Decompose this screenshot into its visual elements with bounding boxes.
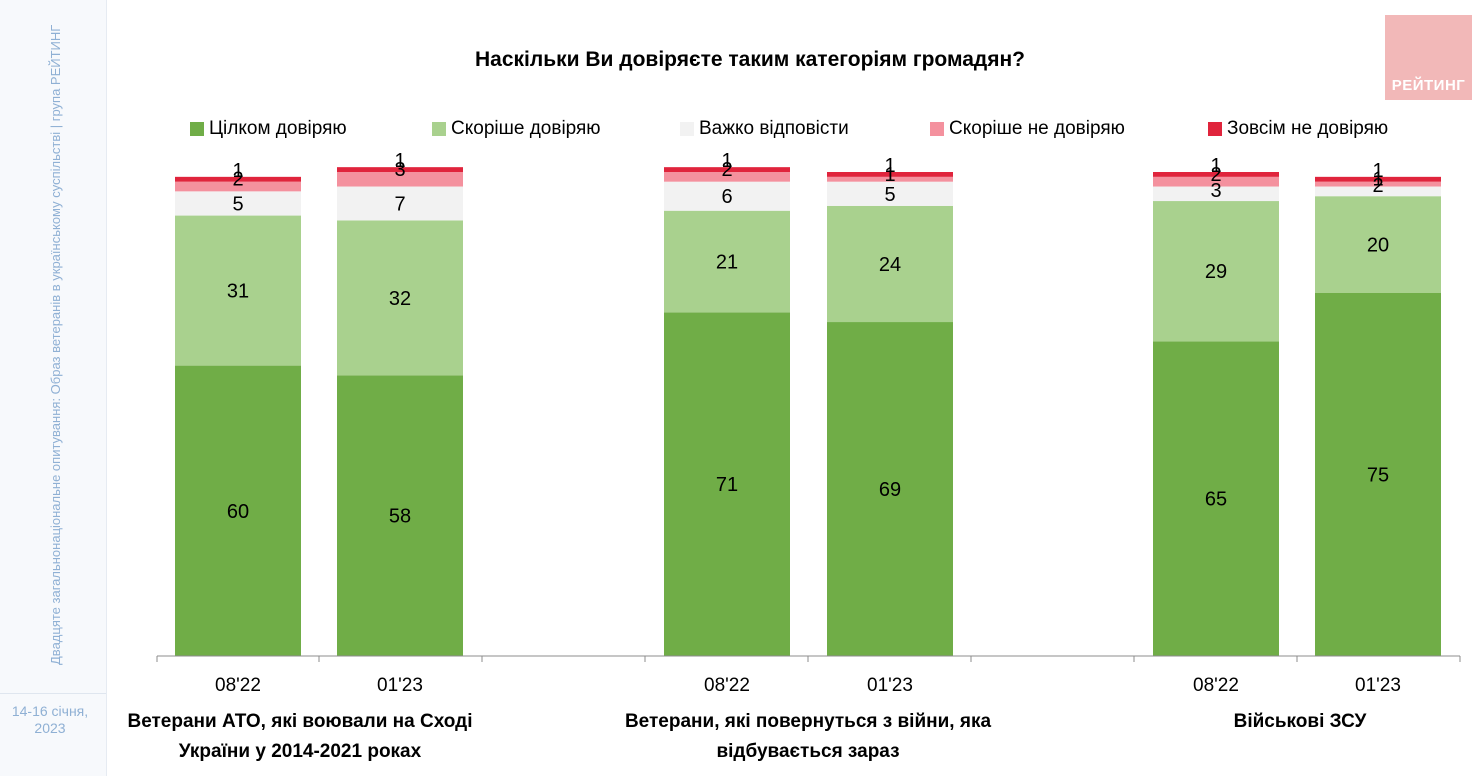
bar-segment-hard-to-say [175, 191, 301, 216]
legend-label-fully-trust: Цілком довіряю [209, 118, 347, 139]
data-label-fully-trust: 65 [1205, 489, 1227, 511]
data-label-fully-trust: 71 [716, 474, 738, 496]
data-label-not-trust-at-all: 1 [1372, 160, 1383, 182]
bar-segment-hard-to-say [664, 181, 790, 211]
legend-item-hard-to-say: Важко відповісти [680, 118, 849, 140]
data-label-fully-trust: 75 [1367, 465, 1389, 487]
bar-segment-rather-not-trust [664, 172, 790, 182]
bar-segment-hard-to-say [1315, 186, 1441, 197]
bar-segment-rather-trust [827, 205, 953, 323]
sidebar: Двадцяте загальнонаціональне опитування:… [0, 0, 107, 776]
bar-segment-hard-to-say [827, 181, 953, 206]
legend-swatch-fully-trust [190, 122, 204, 136]
bar-segment-not-trust-at-all [827, 172, 953, 177]
data-label-rather-not-trust: 2 [721, 159, 732, 181]
data-label-hard-to-say: 3 [1210, 180, 1221, 202]
chart-title: Наскільки Ви довіряєте таким категоріям … [474, 48, 1026, 71]
bar-segment-rather-trust [175, 215, 301, 366]
bar-segment-rather-not-trust [827, 176, 953, 182]
legend-label-hard-to-say: Важко відповісти [699, 118, 849, 139]
group-label-war-veterans: Ветерани, які повернуться з війни, яка в… [624, 711, 992, 762]
legend-item-fully-trust: Цілком довіряю [190, 118, 347, 140]
legend-label-rather-not-trust: Скоріше не довіряю [949, 118, 1125, 139]
bar-segment-hard-to-say [1153, 186, 1279, 202]
legend-item-rather-trust: Скоріше довіряю [432, 118, 601, 140]
legend-label-not-trust-at-all: Зовсім не довіряю [1227, 118, 1389, 139]
logo-text: РЕЙТИНГ [1391, 77, 1466, 94]
bar-segment-hard-to-say [337, 186, 463, 221]
legend-swatch-rather-trust [432, 122, 446, 136]
legend-label-rather-trust: Скоріше довіряю [451, 118, 601, 139]
data-label-not-trust-at-all: 1 [1210, 155, 1221, 177]
data-label-rather-trust: 24 [879, 254, 901, 276]
bar-segment-rather-not-trust [1315, 181, 1441, 187]
bar-segment-not-trust-at-all [664, 167, 790, 172]
bar-segment-not-trust-at-all [175, 176, 301, 182]
data-label-hard-to-say: 5 [232, 193, 243, 215]
legend-swatch-rather-not-trust [930, 122, 944, 136]
bar-segment-rather-not-trust [1153, 176, 1279, 187]
data-label-hard-to-say: 5 [884, 184, 895, 206]
bar-segment-rather-trust [1153, 201, 1279, 342]
data-label-rather-trust: 21 [716, 252, 738, 274]
bar-segment-fully-trust [827, 322, 953, 656]
bar-segment-rather-trust [337, 220, 463, 376]
data-label-not-trust-at-all: 1 [721, 150, 732, 172]
data-label-rather-trust: 31 [227, 281, 249, 303]
bar-segment-rather-not-trust [175, 181, 301, 192]
legend-swatch-hard-to-say [680, 122, 694, 136]
chart-legend: Цілком довіряю Скоріше довіряю Важко від… [190, 118, 1440, 140]
data-label-not-trust-at-all: 1 [884, 155, 895, 177]
legend-item-rather-not-trust: Скоріше не довіряю [930, 118, 1125, 140]
data-label-not-trust-at-all: 1 [394, 150, 405, 172]
data-label-hard-to-say: 6 [721, 186, 732, 208]
bar-segment-fully-trust [664, 312, 790, 656]
survey-date: 14-16 січня, 2023 [11, 703, 89, 736]
x-tick-label: 01'23 [1355, 675, 1401, 696]
x-tick-label: 08'22 [215, 675, 261, 696]
data-label-hard-to-say: 2 [1372, 175, 1383, 197]
sidebar-divider [0, 693, 106, 694]
bar-segment-rather-trust [1315, 196, 1441, 293]
data-label-fully-trust: 58 [389, 506, 411, 528]
x-tick-label: 01'23 [377, 675, 423, 696]
bar-segment-fully-trust [1315, 293, 1441, 656]
data-label-rather-trust: 32 [389, 288, 411, 310]
data-label-rather-not-trust: 2 [232, 169, 243, 191]
legend-item-not-trust-at-all: Зовсім не довіряю [1208, 118, 1388, 140]
data-label-rather-not-trust: 1 [884, 164, 895, 186]
data-label-rather-not-trust: 3 [394, 159, 405, 181]
bar-segment-not-trust-at-all [1315, 176, 1441, 182]
bar-segment-rather-trust [664, 210, 790, 313]
data-label-hard-to-say: 7 [394, 193, 405, 215]
data-label-rather-not-trust: 2 [1210, 164, 1221, 186]
bar-segment-fully-trust [175, 365, 301, 656]
bar-segment-fully-trust [1153, 341, 1279, 656]
bar-segment-not-trust-at-all [1153, 172, 1279, 177]
data-label-not-trust-at-all: 1 [232, 160, 243, 182]
data-label-fully-trust: 69 [879, 479, 901, 501]
bar-segment-fully-trust [337, 375, 463, 656]
data-label-fully-trust: 60 [227, 501, 249, 523]
x-tick-label: 08'22 [704, 675, 750, 696]
data-label-rather-trust: 20 [1367, 235, 1389, 257]
group-label-ato-veterans: Ветерани АТО, які воювали на Сході Украї… [127, 711, 473, 762]
legend-swatch-not-trust-at-all [1208, 122, 1222, 136]
data-label-rather-not-trust: 1 [1372, 169, 1383, 191]
bar-segment-not-trust-at-all [337, 167, 463, 172]
data-label-rather-trust: 29 [1205, 261, 1227, 283]
bar-segment-rather-not-trust [337, 172, 463, 187]
x-tick-label: 08'22 [1193, 675, 1239, 696]
rating-logo: РЕЙТИНГ [1385, 15, 1472, 100]
group-label-military: Військові ЗСУ [1233, 711, 1367, 732]
x-tick-label: 01'23 [867, 675, 913, 696]
